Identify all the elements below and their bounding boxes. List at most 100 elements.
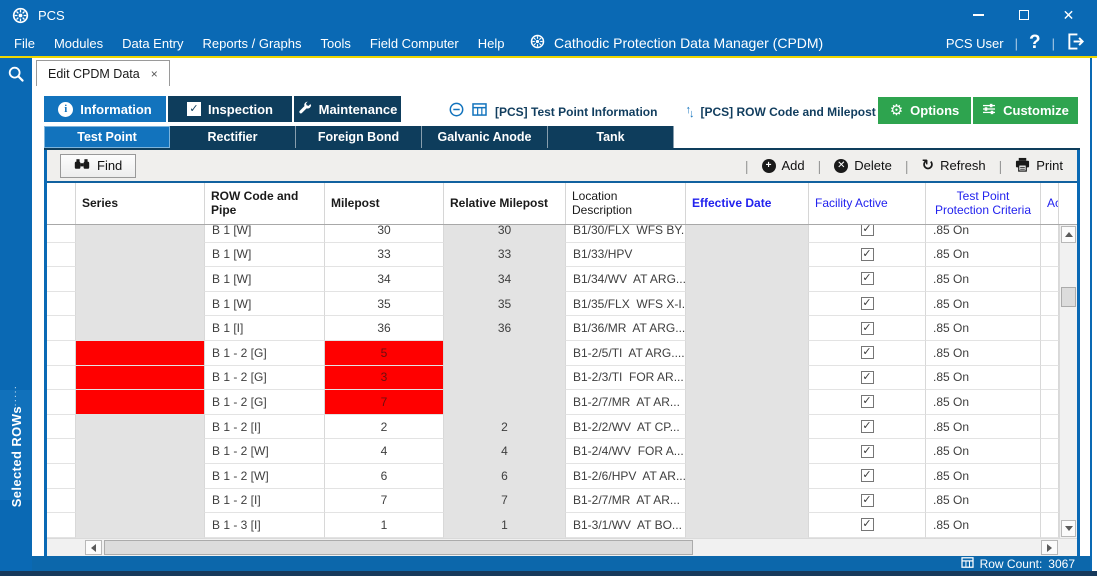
cell-protection-criteria[interactable]: .85 On — [926, 225, 1041, 243]
cell-effective-date[interactable] — [686, 242, 809, 268]
cell-series[interactable] — [76, 513, 205, 538]
options-button[interactable]: ⚙ Options — [878, 97, 971, 124]
cell-row-code[interactable]: B 1 [W] — [205, 291, 325, 317]
cell-series[interactable] — [76, 316, 205, 341]
print-button[interactable]: Print — [1015, 157, 1063, 175]
row-selector-cell[interactable] — [47, 225, 76, 243]
cell-facility-active[interactable]: ✓ — [809, 390, 926, 415]
cell-facility-active[interactable]: ✓ — [809, 267, 926, 292]
tab-maintenance[interactable]: Maintenance — [294, 96, 401, 122]
cell-relative-milepost[interactable]: 2 — [444, 414, 566, 440]
row-selector-cell[interactable] — [47, 439, 76, 464]
cell-ac[interactable] — [1041, 390, 1059, 415]
cell-milepost[interactable]: 36 — [325, 316, 444, 341]
add-button[interactable]: + Add — [761, 158, 805, 173]
cell-ac[interactable] — [1041, 340, 1059, 366]
row-selector-cell[interactable] — [47, 488, 76, 514]
cell-row-code[interactable]: B 1 - 2 [G] — [205, 365, 325, 391]
scroll-left-button[interactable] — [85, 540, 102, 555]
column-header-series[interactable]: Series — [76, 183, 205, 224]
cell-facility-active[interactable]: ✓ — [809, 463, 926, 489]
facility-active-checkbox[interactable]: ✓ — [860, 420, 874, 434]
facility-active-checkbox[interactable]: ✓ — [860, 225, 874, 237]
tab-galvanic-anode[interactable]: Galvanic Anode — [422, 126, 548, 148]
facility-active-checkbox[interactable]: ✓ — [860, 272, 874, 286]
cell-series[interactable] — [76, 365, 205, 391]
cell-location-description[interactable]: B1-2/2/WV AT CP... — [566, 414, 686, 440]
collapse-icon[interactable] — [449, 102, 464, 122]
tab-rectifier[interactable]: Rectifier — [170, 126, 296, 148]
cell-facility-active[interactable]: ✓ — [809, 340, 926, 366]
row-selector-cell[interactable] — [47, 316, 76, 341]
menu-item-help[interactable]: Help — [477, 35, 505, 51]
cell-effective-date[interactable] — [686, 414, 809, 440]
cell-location-description[interactable]: B1/30/FLX WFS BY... — [566, 225, 686, 243]
cell-row-code[interactable]: B 1 - 2 [I] — [205, 488, 325, 514]
cell-ac[interactable] — [1041, 267, 1059, 292]
row-selector-cell[interactable] — [47, 340, 76, 366]
cell-location-description[interactable]: B1/35/FLX WFS X-I... — [566, 291, 686, 317]
facility-active-checkbox[interactable]: ✓ — [860, 518, 874, 532]
cell-row-code[interactable]: B 1 - 3 [I] — [205, 513, 325, 538]
cell-location-description[interactable]: B1-2/4/WV FOR A... — [566, 439, 686, 464]
cell-ac[interactable] — [1041, 225, 1059, 243]
row-selector-cell[interactable] — [47, 513, 76, 538]
cell-effective-date[interactable] — [686, 225, 809, 243]
cell-location-description[interactable]: B1/33/HPV — [566, 242, 686, 268]
cell-series[interactable] — [76, 439, 205, 464]
cell-relative-milepost[interactable]: 34 — [444, 267, 566, 292]
cell-row-code[interactable]: B 1 [W] — [205, 225, 325, 243]
cell-row-code[interactable]: B 1 - 2 [W] — [205, 439, 325, 464]
cell-ac[interactable] — [1041, 439, 1059, 464]
help-button[interactable]: ? — [1029, 32, 1041, 53]
scroll-up-button[interactable] — [1061, 226, 1076, 243]
cell-location-description[interactable]: B1/34/WV AT ARG.... — [566, 267, 686, 292]
menu-item-modules[interactable]: Modules — [53, 35, 104, 51]
cell-relative-milepost[interactable]: 1 — [444, 513, 566, 538]
cell-series[interactable] — [76, 340, 205, 366]
cell-location-description[interactable]: B1/36/MR AT ARG.... — [566, 316, 686, 341]
cell-location-description[interactable]: B1-2/7/MR AT AR... — [566, 488, 686, 514]
cell-effective-date[interactable] — [686, 463, 809, 489]
cell-protection-criteria[interactable]: .85 On — [926, 439, 1041, 464]
row-selector-cell[interactable] — [47, 390, 76, 415]
facility-active-checkbox[interactable]: ✓ — [860, 370, 874, 384]
cell-protection-criteria[interactable]: .85 On — [926, 488, 1041, 514]
cell-series[interactable] — [76, 390, 205, 415]
facility-active-checkbox[interactable]: ✓ — [860, 395, 874, 409]
cell-effective-date[interactable] — [686, 390, 809, 415]
cell-row-code[interactable]: B 1 - 2 [W] — [205, 463, 325, 489]
cell-location-description[interactable]: B1-3/1/WV AT BO... — [566, 513, 686, 538]
cell-protection-criteria[interactable]: .85 On — [926, 291, 1041, 317]
cell-facility-active[interactable]: ✓ — [809, 439, 926, 464]
cell-relative-milepost[interactable]: 30 — [444, 225, 566, 243]
tab-edit-cpdm-data[interactable]: Edit CPDM Data × — [36, 60, 170, 86]
cell-protection-criteria[interactable]: .85 On — [926, 267, 1041, 292]
cell-effective-date[interactable] — [686, 267, 809, 292]
cell-relative-milepost[interactable]: 33 — [444, 242, 566, 268]
cell-milepost[interactable]: 3 — [325, 365, 444, 391]
menu-item-field-computer[interactable]: Field Computer — [369, 35, 459, 51]
cell-row-code[interactable]: B 1 - 2 [G] — [205, 390, 325, 415]
selected-rows-panel-tab[interactable]: ····· Selected ROWs — [0, 385, 32, 507]
cell-series[interactable] — [76, 225, 205, 243]
horizontal-scrollbar-thumb[interactable] — [104, 540, 693, 555]
cell-ac[interactable] — [1041, 291, 1059, 317]
cell-series[interactable] — [76, 488, 205, 514]
cell-protection-criteria[interactable]: .85 On — [926, 414, 1041, 440]
cell-protection-criteria[interactable]: .85 On — [926, 242, 1041, 268]
cell-milepost[interactable]: 34 — [325, 267, 444, 292]
logout-button[interactable] — [1066, 33, 1085, 53]
cell-effective-date[interactable] — [686, 291, 809, 317]
cell-effective-date[interactable] — [686, 439, 809, 464]
cell-row-code[interactable]: B 1 [W] — [205, 267, 325, 292]
tab-inspection[interactable]: ✓ Inspection — [168, 96, 292, 122]
cell-milepost[interactable]: 2 — [325, 414, 444, 440]
cell-effective-date[interactable] — [686, 513, 809, 538]
close-tab-icon[interactable]: × — [150, 66, 158, 81]
vertical-scrollbar-thumb[interactable] — [1061, 287, 1076, 307]
cell-series[interactable] — [76, 463, 205, 489]
cell-protection-criteria[interactable]: .85 On — [926, 340, 1041, 366]
cell-milepost[interactable]: 6 — [325, 463, 444, 489]
column-header-ac[interactable]: Ac — [1041, 183, 1059, 224]
